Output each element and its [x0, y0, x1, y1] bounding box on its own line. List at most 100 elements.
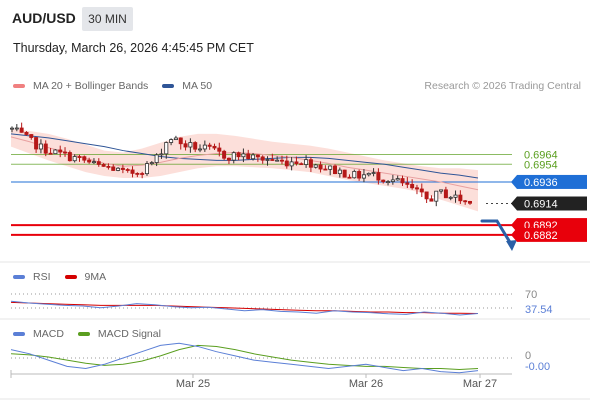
timeframe-button[interactable]: 30 MIN [82, 7, 133, 31]
candle-body-44 [222, 150, 227, 159]
rsi-level-70-label: 70 [525, 289, 537, 301]
main-legend: MA 20 + Bollinger Bands MA 50 [13, 80, 212, 92]
candle-body-29 [149, 162, 154, 164]
macd-signal-line [10, 344, 479, 371]
candle-body-46 [231, 152, 236, 161]
legend-macd-label: MACD [33, 328, 64, 340]
candle-body-41 [207, 144, 212, 147]
level-tag-tip-2 [511, 174, 517, 189]
candle-body-19 [101, 164, 106, 167]
candle-body-75 [371, 172, 376, 174]
x-tick-label-0: Mar 25 [176, 378, 210, 390]
candle-body-81 [400, 178, 405, 184]
candle-body-62 [308, 159, 313, 168]
macd-line [10, 342, 479, 374]
candle-body-71 [352, 171, 357, 179]
level-tag-bg-3 [517, 196, 587, 211]
candle-body-94 [463, 200, 468, 203]
candle-body-66 [328, 165, 333, 170]
candle-body-92 [453, 194, 458, 198]
candle-body-36 [183, 143, 188, 148]
candle-body-35 [178, 137, 183, 145]
candle-body-53 [265, 159, 270, 161]
candle-body-13 [72, 156, 77, 162]
level-label-2: 0.6936 [524, 177, 558, 189]
candle-body-26 [135, 172, 140, 175]
candle-body-50 [251, 154, 256, 160]
candle-body-95 [467, 201, 472, 204]
legend-9ma-swatch [64, 275, 77, 279]
candle-body-28 [144, 163, 149, 175]
candle-body-40 [202, 144, 207, 150]
candle-body-59 [294, 161, 299, 165]
candle-body-30 [154, 154, 159, 163]
level-label-3: 0.6914 [524, 199, 558, 211]
candle-body-9 [53, 149, 58, 155]
candle-body-64 [318, 164, 323, 170]
forecast-arrow-line [480, 219, 513, 246]
candle-body-20 [106, 165, 111, 168]
macd-zero-label: 0 [525, 350, 531, 362]
candle-body-17 [91, 161, 96, 164]
rsi-line [10, 300, 479, 316]
legend-macd-signal-label: MACD Signal [97, 328, 161, 340]
candle-body-48 [241, 153, 246, 158]
x-tick-label-2: Mar 27 [463, 378, 497, 390]
candle-body-47 [236, 152, 241, 158]
candle-body-77 [381, 179, 386, 183]
candle-body-12 [67, 152, 72, 162]
candle-body-0 [9, 127, 14, 130]
candle-body-63 [313, 164, 318, 168]
candle-body-55 [275, 159, 280, 162]
candle-body-8 [48, 152, 53, 155]
legend-ma50-swatch [162, 84, 175, 88]
candle-body-85 [419, 188, 424, 193]
candle-body-16 [87, 159, 92, 163]
candle-body-52 [260, 156, 265, 161]
candle-body-2 [19, 127, 24, 133]
candle-body-80 [395, 178, 400, 181]
candle-body-56 [279, 159, 284, 162]
candle-body-70 [347, 176, 352, 179]
candle-body-78 [386, 181, 391, 183]
candle-body-60 [299, 163, 304, 166]
candle-body-84 [414, 187, 419, 190]
candle-body-27 [140, 173, 145, 175]
candle-body-91 [448, 196, 453, 199]
legend-9ma-label: 9MA [84, 271, 107, 283]
level-tag-tip-4 [511, 218, 517, 233]
datetime-label: Thursday, March 26, 2026 4:45:45 PM CET [13, 41, 254, 55]
rsi-legend: RSI 9MA [13, 271, 106, 283]
copyright-text: Research © 2026 Trading Central [424, 80, 581, 92]
candle-body-74 [366, 172, 371, 176]
level-tag-tip-3 [511, 196, 517, 211]
candle-body-10 [58, 149, 63, 153]
candle-body-18 [96, 161, 101, 165]
candle-body-54 [270, 159, 275, 161]
candle-body-58 [289, 161, 294, 167]
candle-body-57 [284, 160, 289, 167]
candle-body-32 [164, 142, 169, 155]
level-tag-bg-5 [517, 227, 587, 242]
legend-ma20-label: MA 20 + Bollinger Bands [33, 80, 149, 92]
legend-rsi-swatch [13, 275, 25, 279]
candle-body-76 [376, 172, 381, 181]
level-label-1: 0.6954 [524, 159, 558, 171]
candle-body-11 [63, 151, 68, 154]
macd-legend: MACD MACD Signal [13, 328, 161, 340]
candle-body-21 [111, 166, 116, 171]
candle-body-69 [342, 169, 347, 178]
candle-body-72 [357, 171, 362, 179]
candle-body-25 [130, 169, 135, 174]
candle-body-5 [34, 137, 39, 150]
candle-body-68 [337, 169, 342, 175]
legend-ma50-label: MA 50 [182, 80, 213, 92]
level-label-0: 0.6964 [524, 149, 558, 161]
candle-body-39 [198, 148, 203, 151]
x-tick-label-1: Mar 26 [349, 378, 383, 390]
rsi-9ma-line [10, 301, 479, 314]
candle-body-3 [24, 131, 29, 135]
candle-body-14 [77, 156, 82, 158]
candle-body-89 [439, 189, 444, 192]
